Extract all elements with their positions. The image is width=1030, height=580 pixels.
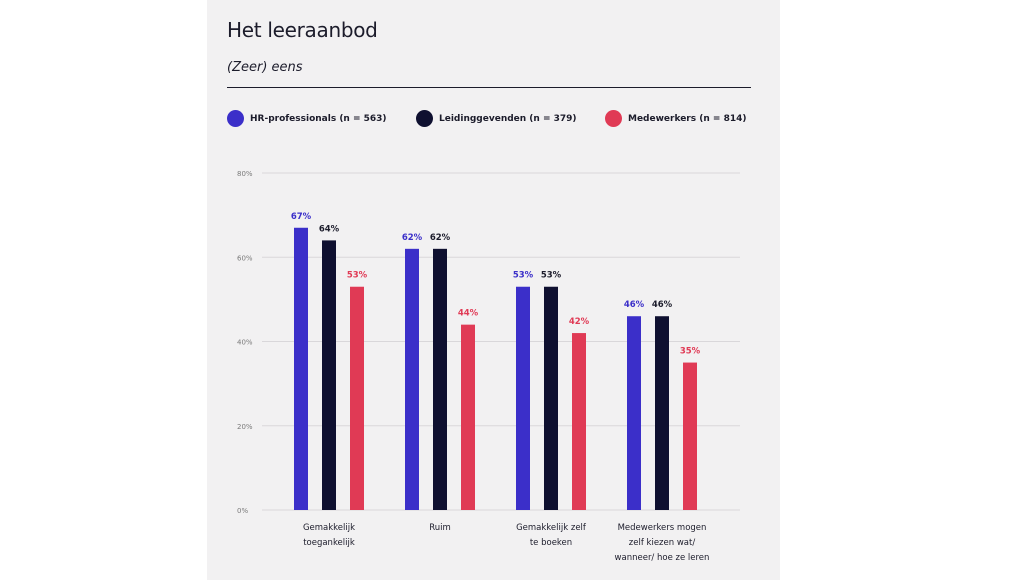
- chart-title: Het leeraanbod: [227, 18, 378, 42]
- bar: [683, 362, 697, 510]
- bar: [516, 286, 530, 510]
- x-tick-label: Gemakkelijk: [303, 523, 355, 533]
- legend-swatch-hr: [227, 110, 244, 127]
- bar: [655, 316, 669, 510]
- data-label: 64%: [319, 224, 340, 234]
- data-label: 53%: [513, 271, 534, 281]
- legend-item-medewerkers: Medewerkers (n = 814): [605, 110, 746, 127]
- bar: [544, 286, 558, 510]
- y-tick-label: 20%: [237, 423, 253, 431]
- x-tick-label: zelf kiezen wat/: [629, 538, 696, 548]
- data-label: 46%: [652, 300, 673, 310]
- bar: [350, 286, 364, 510]
- x-tick-label: Medewerkers mogen: [618, 523, 707, 533]
- legend-label-medewerkers: Medewerkers (n = 814): [628, 113, 747, 124]
- y-tick-label: 80%: [237, 170, 253, 178]
- y-tick-label: 0%: [237, 507, 248, 515]
- legend-swatch-medewerkers: [605, 110, 622, 127]
- chart-panel: Het leeraanbod (Zeer) eens HR-profession…: [207, 0, 780, 580]
- legend-label-leiding: Leidinggevenden (n = 379): [439, 113, 577, 124]
- bar-chart: 0% 20% 40% 60% 80% 67% 64% 53% Gemakkelijk toegan…: [237, 170, 740, 563]
- bar: [322, 240, 336, 510]
- y-tick-label: 60%: [237, 254, 253, 262]
- x-tick-label: Ruim: [429, 523, 451, 533]
- chart-subtitle: (Zeer) eens: [227, 60, 303, 75]
- data-label: 44%: [458, 309, 479, 319]
- bar: [433, 248, 447, 510]
- x-tick-label: toegankelijk: [303, 538, 355, 548]
- data-label: 53%: [347, 271, 368, 281]
- data-label: 42%: [569, 317, 590, 327]
- bar: [572, 333, 586, 510]
- data-label: 62%: [430, 233, 451, 243]
- bar: [461, 324, 475, 510]
- bar: [627, 316, 641, 510]
- data-label: 62%: [402, 233, 423, 243]
- legend-label-hr: HR-professionals (n = 563): [250, 113, 387, 124]
- data-label: 53%: [541, 271, 562, 281]
- data-label: 35%: [680, 347, 701, 357]
- x-tick-label: wanneer/ hoe ze leren: [615, 553, 710, 563]
- legend-item-hr: HR-professionals (n = 563): [227, 110, 387, 127]
- bar: [294, 227, 308, 510]
- legend-item-leiding: Leidinggevenden (n = 379): [416, 110, 577, 127]
- data-label: 46%: [624, 300, 645, 310]
- y-tick-label: 40%: [237, 339, 253, 347]
- x-tick-label: Gemakkelijk zelf: [516, 523, 587, 533]
- x-tick-label: te boeken: [530, 538, 572, 548]
- legend-swatch-leiding: [416, 110, 433, 127]
- chart-legend: HR-professionals (n = 563) Leidinggevend…: [227, 110, 767, 130]
- title-divider: [227, 87, 751, 88]
- bar: [405, 248, 419, 510]
- data-label: 67%: [291, 212, 312, 222]
